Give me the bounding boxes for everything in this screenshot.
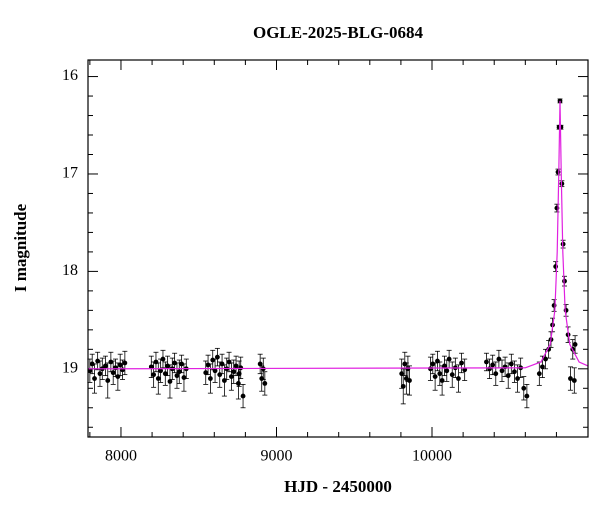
data-point — [174, 373, 180, 379]
data-point — [155, 376, 161, 381]
data-point — [221, 378, 227, 383]
data-point — [110, 370, 116, 376]
data-point — [262, 381, 268, 386]
data-point — [449, 372, 455, 378]
data-point — [446, 356, 452, 362]
x-tick-label: 8000 — [105, 448, 137, 465]
data-point — [400, 383, 406, 389]
data-point — [212, 368, 218, 374]
data-point — [92, 376, 97, 381]
data-point — [407, 378, 412, 383]
data-point — [430, 361, 436, 367]
x-axis-label: HJD - 2450000 — [284, 477, 392, 496]
data-point — [153, 359, 159, 365]
y-tick-label: 16 — [62, 67, 78, 84]
data-point — [219, 361, 225, 367]
data-point — [257, 361, 263, 367]
data-point — [515, 376, 520, 381]
data-point — [207, 376, 213, 381]
data-point — [117, 362, 123, 368]
data-point — [165, 363, 171, 369]
data-point — [240, 393, 246, 399]
data-point — [524, 393, 530, 399]
y-tick-label: 18 — [62, 262, 78, 279]
data-point — [521, 385, 527, 391]
data-point — [181, 375, 187, 380]
data-point — [490, 362, 496, 368]
data-point — [439, 378, 445, 383]
data-point — [487, 366, 492, 372]
data-point — [553, 264, 559, 269]
data-point — [167, 379, 173, 384]
data-point — [502, 364, 508, 370]
data-point — [122, 360, 128, 366]
data-point — [115, 374, 121, 380]
data-point — [437, 371, 443, 377]
data-point — [508, 361, 514, 367]
data-point — [105, 378, 111, 383]
data-point — [499, 368, 505, 374]
data-point — [505, 373, 511, 379]
data-point — [162, 371, 168, 377]
data-point — [158, 368, 164, 374]
data-point — [428, 366, 433, 372]
data-point — [160, 356, 166, 362]
data-point — [536, 371, 542, 377]
y-axis-label: I magnitude — [11, 203, 30, 292]
data-point — [217, 372, 223, 378]
data-point — [203, 370, 209, 376]
data-point — [231, 369, 237, 375]
data-point — [236, 371, 242, 377]
data-point — [108, 359, 114, 365]
data-point — [233, 363, 239, 369]
model-curve — [87, 100, 589, 370]
data-point — [555, 169, 561, 175]
data-point — [103, 363, 108, 369]
data-point — [442, 363, 447, 369]
data-point — [484, 359, 489, 365]
data-point — [226, 359, 232, 365]
data-point — [444, 368, 450, 374]
data-point — [456, 376, 461, 381]
data-point — [148, 364, 154, 370]
chart-title: OGLE-2025-BLG-0684 — [253, 23, 424, 42]
data-point — [572, 342, 578, 347]
data-point — [97, 371, 103, 377]
y-tick-label: 19 — [62, 359, 78, 376]
data-point — [120, 367, 125, 373]
data-point — [540, 364, 545, 370]
data-point — [151, 372, 157, 378]
data-point — [568, 376, 573, 381]
data-point — [512, 369, 517, 375]
data-point — [432, 374, 438, 380]
data-point — [551, 303, 557, 308]
data-point — [87, 368, 93, 374]
data-point — [462, 367, 468, 373]
data-point — [176, 369, 182, 375]
x-tick-label: 10000 — [412, 448, 452, 465]
data-point — [435, 358, 440, 364]
y-tick-label: 17 — [62, 165, 78, 182]
data-point — [571, 378, 577, 383]
data-point — [235, 381, 241, 386]
data-point — [210, 357, 216, 363]
data-point — [459, 360, 464, 366]
data-point — [214, 354, 220, 360]
data-point — [205, 362, 211, 368]
data-point — [113, 365, 118, 371]
data-point — [493, 371, 499, 377]
data-point — [496, 356, 502, 362]
data-point — [228, 374, 234, 380]
plot-frame — [87, 59, 589, 438]
x-tick-label: 9000 — [260, 448, 292, 465]
data-point — [563, 307, 569, 313]
